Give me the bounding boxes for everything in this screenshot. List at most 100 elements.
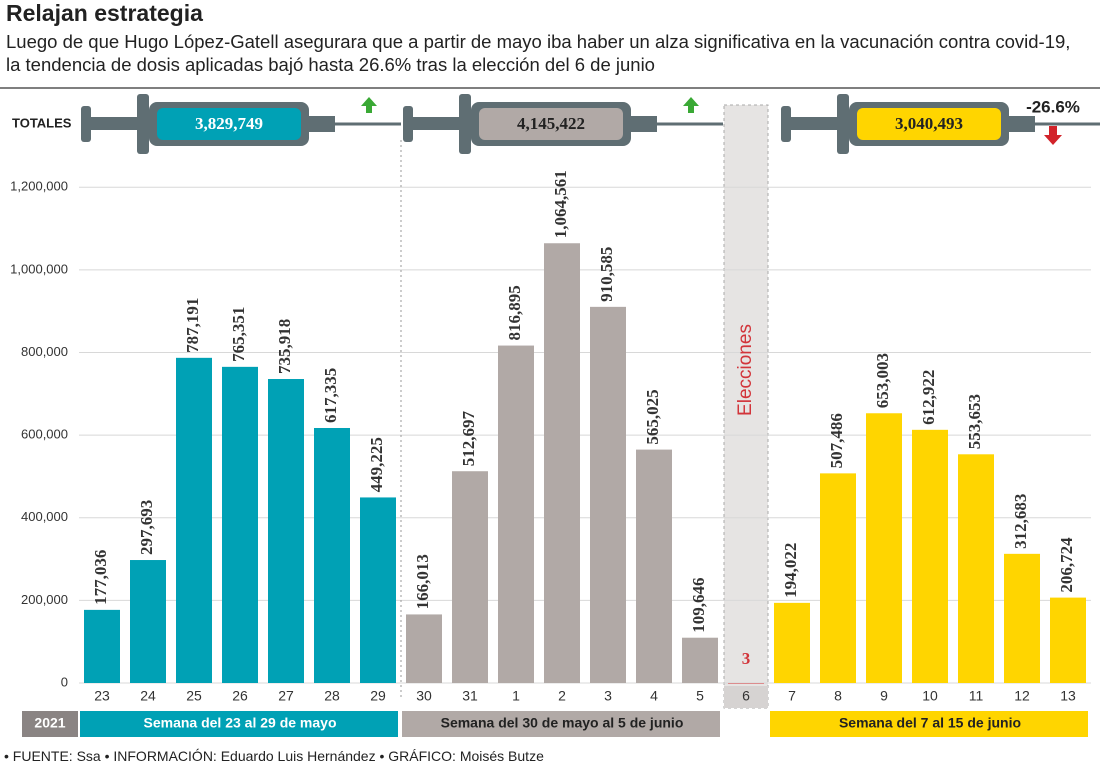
bar	[176, 357, 212, 683]
value-label: 617,335	[321, 368, 340, 423]
syringe-rod	[791, 117, 841, 130]
syringe-thumb	[403, 106, 413, 142]
bar	[452, 471, 488, 683]
bar	[774, 602, 810, 683]
trend-arrow	[683, 97, 699, 113]
bar	[1004, 553, 1040, 683]
value-label: 565,025	[643, 389, 662, 444]
x-tick-label: 28	[324, 688, 340, 704]
y-tick-label: 600,000	[21, 427, 68, 442]
value-label: 166,013	[413, 554, 432, 609]
week-band	[770, 711, 1088, 737]
x-tick-label: 25	[186, 688, 202, 704]
value-label: 612,922	[919, 370, 938, 425]
bar	[268, 379, 304, 683]
x-tick-label: 29	[370, 688, 386, 704]
x-tick-label: 6	[742, 688, 750, 704]
syringe-nozzle	[631, 116, 657, 132]
bar	[912, 429, 948, 683]
x-tick-label: 10	[922, 688, 938, 704]
event-column	[723, 104, 769, 709]
syringe-thumb	[781, 106, 791, 142]
value-label: 735,918	[275, 319, 294, 374]
y-tick-label: 400,000	[21, 509, 68, 524]
value-label: 816,895	[505, 285, 524, 340]
legend-label: Semana del 23 al 29 de mayo	[144, 715, 337, 731]
bar	[636, 449, 672, 683]
value-label: 507,486	[827, 413, 846, 468]
syringe-flange	[837, 94, 849, 154]
x-tick-label: 12	[1014, 688, 1030, 704]
x-tick-label: 30	[416, 688, 432, 704]
legend-label: Semana del 30 de mayo al 5 de junio	[441, 715, 684, 731]
bar	[360, 497, 396, 683]
bar	[1050, 597, 1086, 683]
total-box	[479, 108, 623, 140]
x-tick-label: 26	[232, 688, 248, 704]
total-label: 3,829,749	[195, 114, 263, 133]
bar	[406, 614, 442, 683]
y-tick-label: 200,000	[21, 592, 68, 607]
total-box	[857, 108, 1001, 140]
syringe-rod	[413, 117, 463, 130]
x-tick-label: 1	[512, 688, 520, 704]
value-label: 449,225	[367, 437, 386, 492]
x-tick-label: 31	[462, 688, 478, 704]
value-label: 109,646	[689, 577, 708, 632]
year-label: 2021	[34, 715, 65, 731]
y-tick-label: 800,000	[21, 344, 68, 359]
value-label: 910,585	[597, 247, 616, 302]
chart-subtitle: Luego de que Hugo López-Gatell asegurara…	[6, 31, 1071, 75]
bar	[820, 473, 856, 683]
bar	[728, 682, 764, 684]
bar	[866, 413, 902, 683]
bar	[130, 560, 166, 683]
trend-arrow	[361, 97, 377, 113]
value-label: 177,036	[91, 550, 110, 605]
syringe-rod	[91, 117, 141, 130]
x-tick-label: 9	[880, 688, 888, 704]
change-label: -26.6%	[1026, 97, 1080, 116]
value-label: 787,191	[183, 298, 202, 353]
legend-label: Semana del 7 al 15 de junio	[839, 715, 1021, 731]
x-tick-label: 2	[558, 688, 566, 704]
syringe-flange	[459, 94, 471, 154]
total-label: 4,145,422	[517, 114, 585, 133]
value-label: 765,351	[229, 307, 248, 362]
x-tick-label: 23	[94, 688, 110, 704]
bar	[590, 306, 626, 683]
value-label: 297,693	[137, 500, 156, 555]
source-note: • FUENTE: Ssa • INFORMACIÓN: Eduardo Lui…	[4, 748, 544, 764]
value-label: 3	[742, 649, 751, 668]
x-tick-label: 4	[650, 688, 658, 704]
x-tick-label: 27	[278, 688, 294, 704]
x-tick-label: 11	[969, 688, 984, 704]
x-tick-label: 13	[1060, 688, 1076, 704]
value-label: 512,697	[459, 410, 478, 466]
bar	[682, 637, 718, 683]
value-label: 194,022	[781, 543, 800, 598]
x-tick-label: 8	[834, 688, 842, 704]
bar	[544, 243, 580, 683]
event-label: Elecciones	[735, 324, 756, 416]
week-band	[402, 711, 720, 737]
syringe-flange	[137, 94, 149, 154]
x-tick-label: 5	[696, 688, 704, 704]
bar	[314, 427, 350, 683]
category-box	[724, 686, 768, 708]
week-band	[80, 711, 398, 737]
total-label: 3,040,493	[895, 114, 963, 133]
totals-label: TOTALES	[12, 115, 72, 130]
bar	[498, 345, 534, 683]
value-label: 653,003	[873, 353, 892, 408]
y-tick-label: 0	[61, 674, 68, 689]
year-box	[22, 711, 78, 737]
syringe-nozzle	[1009, 116, 1035, 132]
total-box	[157, 108, 301, 140]
x-tick-label: 24	[140, 688, 156, 704]
x-tick-label: 7	[788, 688, 796, 704]
chart-title: Relajan estrategia	[6, 0, 203, 26]
x-tick-label: 3	[604, 688, 612, 704]
